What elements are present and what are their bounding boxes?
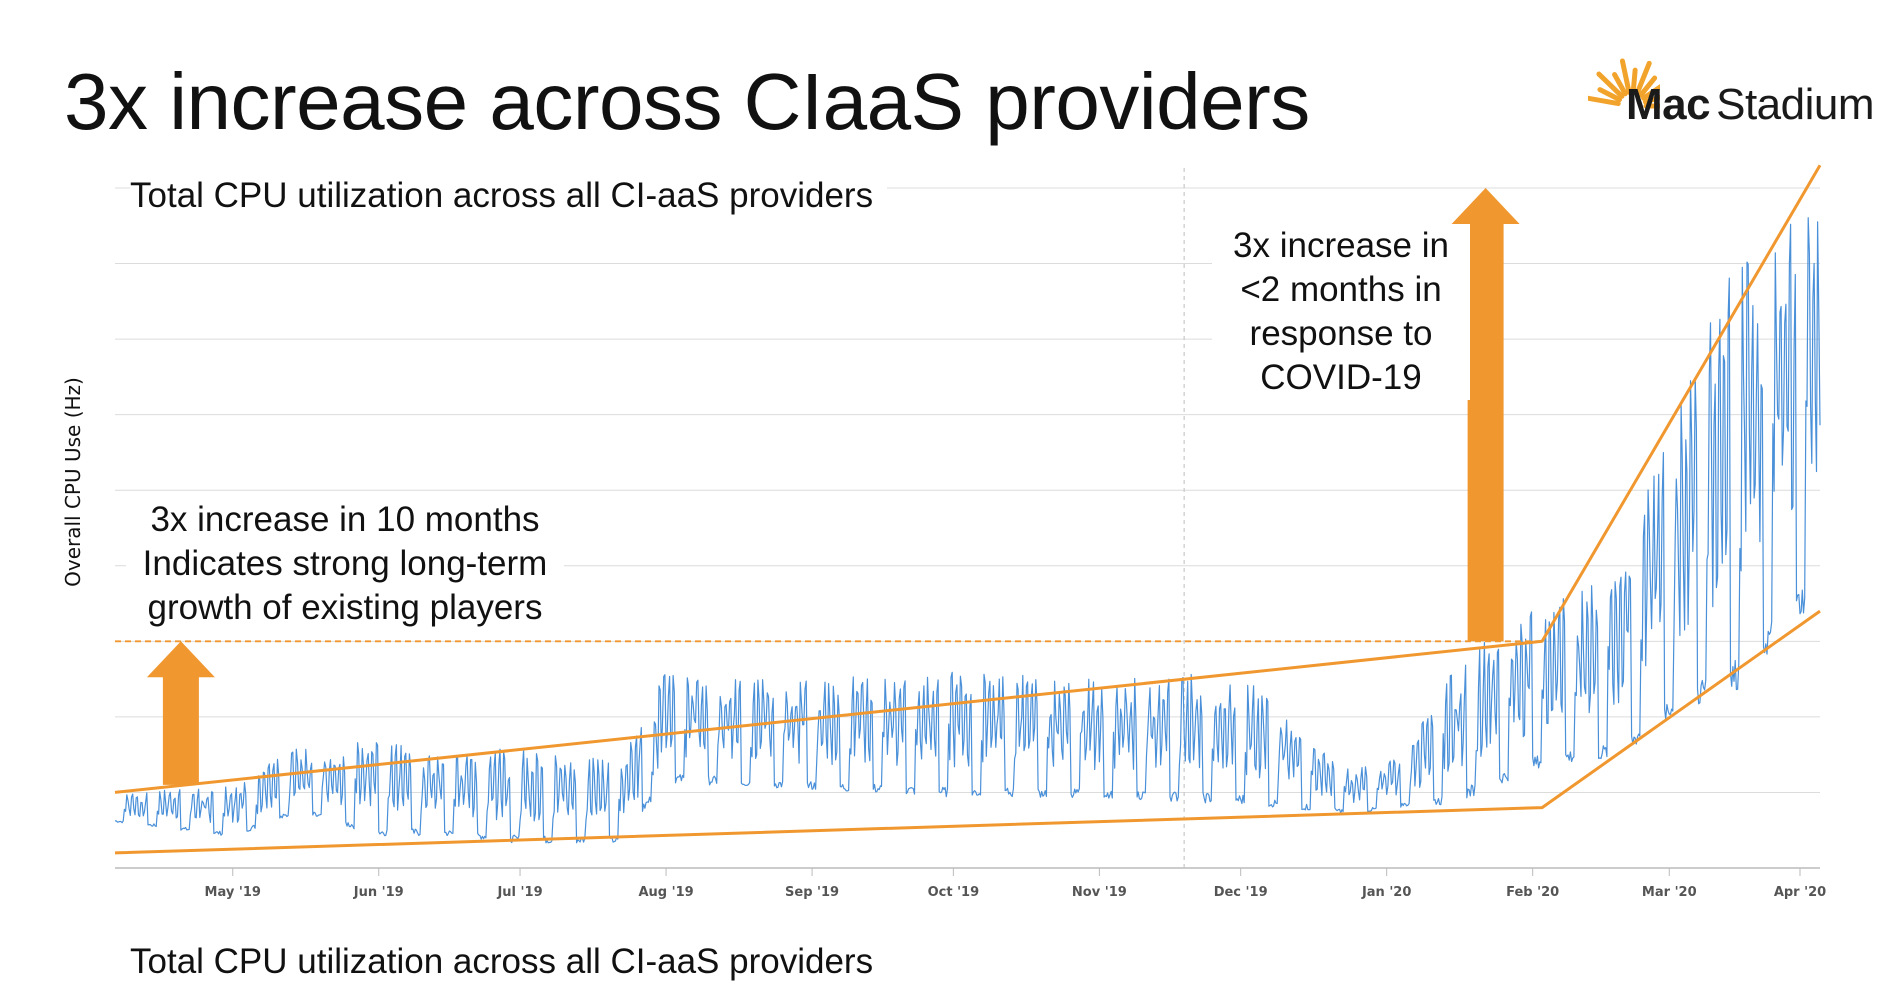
annotation-left-line-1: 3x increase in 10 months — [150, 500, 540, 539]
x-tick-label: Jul '19 — [496, 885, 542, 900]
annotation-left-line-3: growth of existing players — [147, 588, 543, 627]
sun-ray — [1588, 95, 1621, 107]
trend-lines — [114, 164, 1822, 855]
annotation-right-line-4: COVID-19 — [1260, 358, 1422, 397]
series-layer — [114, 217, 1821, 844]
x-tick-label: May '19 — [205, 885, 261, 900]
x-axis-ticks: May '19 Jun '19 Jul '19 Aug '19 Sep '19 Oct '… — [205, 868, 1826, 900]
x-tick-label: Sep '19 — [785, 885, 839, 900]
annotation-arrow-1 — [146, 641, 215, 785]
sun-ray — [1641, 84, 1660, 101]
x-tick-label: Jun '19 — [353, 885, 404, 900]
sun-ray — [1634, 60, 1652, 96]
sunburst-icon — [1588, 58, 1660, 109]
sun-ray — [1612, 72, 1628, 97]
annotation-right: 3x increase in <2 months in response to … — [1212, 224, 1470, 400]
sun-ray — [1597, 87, 1623, 103]
logo-word-mac: Mac — [1626, 80, 1711, 129]
logo-word-stadium: Stadium — [1716, 80, 1875, 129]
x-tick-label: Jan '20 — [1361, 885, 1411, 900]
sun-ray — [1638, 75, 1658, 98]
x-tick-label: Mar '20 — [1642, 885, 1697, 900]
x-tick-label: Dec '19 — [1214, 885, 1268, 900]
y-axis-label: Overall CPU Use (Hz) — [61, 377, 85, 587]
x-tick-label: Feb '20 — [1506, 885, 1559, 900]
x-tick-label: Aug '19 — [638, 885, 693, 900]
chart-subtitle-top: Total CPU utilization across all CI-aaS … — [130, 176, 888, 216]
macstadium-logo: Mac Stadium — [1588, 50, 1875, 160]
sun-ray — [1630, 67, 1638, 95]
annotation-right-line-1: 3x increase in — [1233, 226, 1449, 265]
cpu-series-line — [114, 217, 1821, 844]
annotation-left: 3x increase in 10 months Indicates stron… — [126, 498, 564, 630]
annotation-right-line-2: <2 months in — [1240, 270, 1442, 309]
sun-ray — [1596, 71, 1625, 99]
x-tick-label: Nov '19 — [1072, 885, 1127, 900]
slide-title: 3x increase across CIaaS providers — [64, 57, 1310, 146]
sun-ray — [1642, 94, 1660, 105]
chart-subtitle-bottom: Total CPU utilization across all CI-aaS … — [130, 942, 874, 981]
trend-line-lower — [114, 609, 1821, 855]
sun-ray — [1619, 58, 1632, 95]
x-tick-label: Apr '20 — [1774, 885, 1826, 900]
annotation-right-line-3: response to — [1249, 314, 1433, 353]
annotation-left-line-2: Indicates strong long-term — [142, 544, 548, 583]
x-tick-label: Oct '19 — [928, 885, 980, 900]
trend-line-upper — [114, 164, 1822, 794]
logo-wordmark: Mac Stadium — [1626, 80, 1875, 130]
